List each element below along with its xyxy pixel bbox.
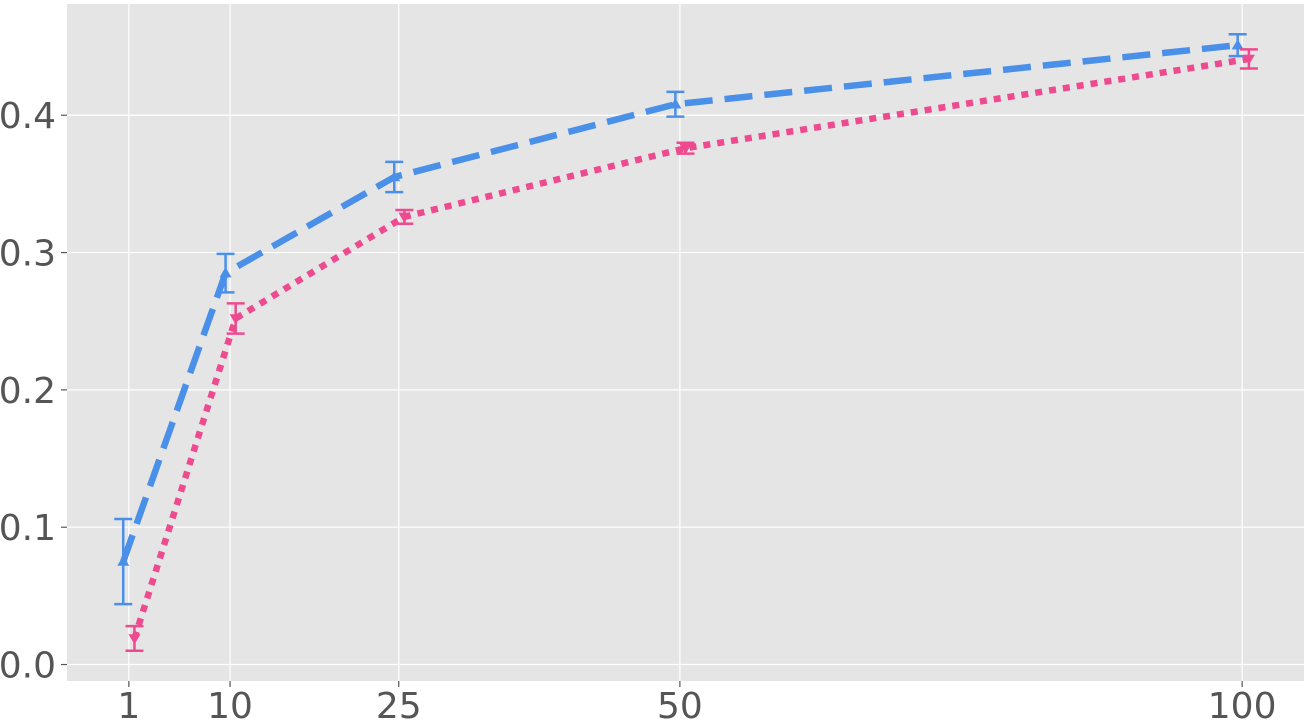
series-2-marker <box>229 314 242 325</box>
y-tick-label: 0.3 <box>0 234 56 275</box>
series-2-marker <box>679 143 692 155</box>
x-tick-label: 50 <box>657 686 703 726</box>
y-tick-label: 0.4 <box>0 96 56 137</box>
series-layer <box>114 32 1258 653</box>
series-2-marker <box>128 634 141 645</box>
series-1 <box>114 32 1247 606</box>
series-2-marker <box>1242 54 1255 65</box>
series-2 <box>125 48 1258 653</box>
y-tick-label: 0.1 <box>0 508 56 549</box>
series-1-marker <box>669 98 682 109</box>
series-1-marker <box>1231 39 1244 50</box>
x-tick-label: 10 <box>207 686 253 726</box>
x-tick-label: 1 <box>117 686 140 726</box>
series-1-marker <box>388 171 401 182</box>
x-tick-label: 100 <box>1208 686 1277 726</box>
series-1-marker <box>117 555 130 566</box>
y-tick-label: 0.0 <box>0 646 56 687</box>
series-1-marker <box>219 267 232 278</box>
x-axis-tick-labels: 1 10 25 50 100 <box>117 681 1277 726</box>
series-2-marker <box>398 212 411 223</box>
y-tick-label: 0.2 <box>0 371 56 412</box>
plot-area <box>67 4 1304 681</box>
x-tick-label: 25 <box>376 686 422 726</box>
y-axis-tick-labels: 0.0 0.1 0.2 0.3 0.4 <box>0 96 67 687</box>
